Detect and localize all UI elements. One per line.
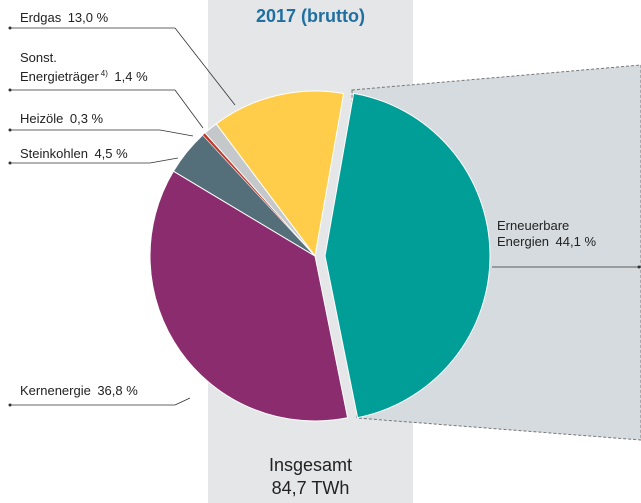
pie-slice [149,170,349,422]
leader-line [149,157,179,164]
slice-label: Sonst. Energieträger 4) 1,4 % [20,50,148,85]
category-name: Erdgas [20,10,62,25]
leader-line [174,89,204,129]
leader-dot [8,128,12,132]
leader-line [174,397,191,406]
leader-line [159,129,194,137]
leader-dot [8,26,12,30]
category-name: Kernenergie [20,383,91,398]
leader-dot [8,403,12,407]
value-label: 13,0 % [67,10,109,25]
slice-label: Erneuerbare Energien 44,1 % [497,218,596,250]
leader-dot [8,161,12,165]
category-name: Heizöle [20,111,64,126]
category-name: Erneuerbare Energien [497,218,570,249]
chart-title: 2017 (brutto) [255,6,365,26]
leader-line [174,27,236,106]
pie-slice [324,92,491,419]
pie [149,90,491,422]
value-label: 44,1 % [555,234,597,249]
slice-label: Steinkohlen 4,5 % [20,146,128,162]
leader-dot [637,265,641,269]
value-label: 1,4 % [114,69,148,84]
leader-dot [8,88,12,92]
total-value: 84,7 TWh [271,478,350,498]
value-label: 4,5 % [94,146,128,161]
slice-label: Erdgas 13,0 % [20,10,108,26]
slice-label: Kernenergie 36,8 % [20,383,138,399]
pie-slice [215,90,345,258]
leaders [8,26,641,407]
category-name: Steinkohlen [20,146,88,161]
value-label: 36,8 % [97,383,138,398]
footnote-mark: 4) [100,69,108,78]
total-label: Insgesamt [268,455,353,475]
value-label: 0,3 % [69,111,104,126]
slice-label: Heizöle 0,3 % [20,111,103,127]
category-name: Sonst. Energieträger [20,50,99,84]
